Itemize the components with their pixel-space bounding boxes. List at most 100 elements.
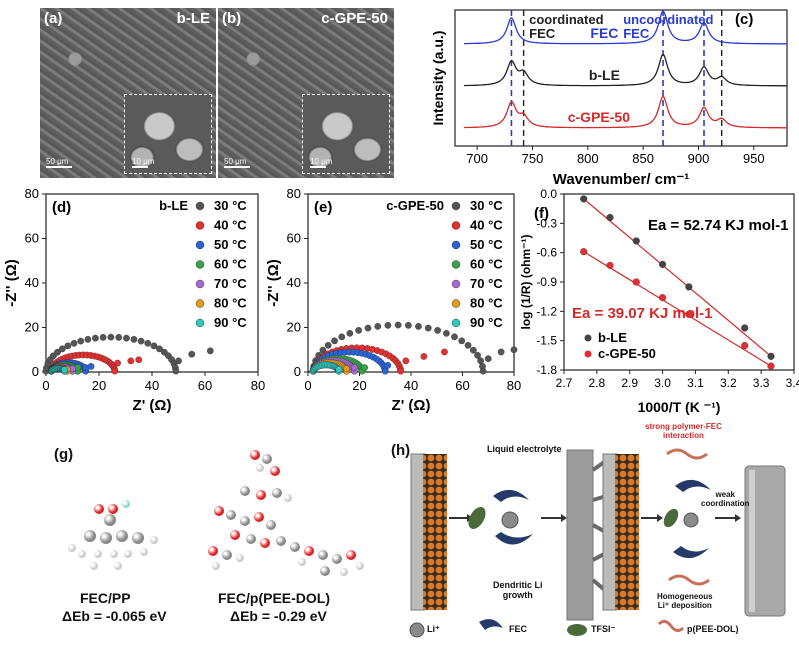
weak-coordination-label: weak coordination	[701, 490, 750, 508]
data-point-c-GPE-50	[767, 362, 775, 370]
legend-marker	[451, 260, 461, 269]
atom	[110, 550, 118, 558]
data-point-30C	[70, 339, 78, 347]
y-tick-label: 0	[294, 364, 301, 379]
legend-marker	[195, 318, 205, 328]
atom	[240, 516, 250, 526]
x-tick-label: 40	[145, 378, 159, 393]
data-point-30C	[374, 323, 382, 330]
legend-fec: FEC	[509, 624, 527, 634]
data-point-30C	[84, 336, 92, 343]
data-point-30C	[77, 337, 85, 345]
left-molecule-name: FEC/PP	[80, 590, 131, 606]
y-tick-label: -1.5	[536, 334, 557, 348]
x-tick-label: 900	[688, 151, 710, 166]
data-point-30C	[54, 348, 61, 356]
atom	[114, 562, 122, 570]
legend-label: 40 °C	[470, 218, 503, 233]
data-point-40C	[114, 359, 121, 367]
legend-tfsi: TFSI⁻	[591, 624, 616, 634]
atom	[124, 550, 132, 558]
ea-cgpe-label: Ea = 39.07 KJ mol-1	[572, 305, 713, 322]
right-molecule-name: FEC/p(PEE-DOL)	[218, 590, 330, 606]
x-tick-label: 2.7	[556, 376, 573, 390]
atom	[272, 488, 282, 498]
data-point-30C	[130, 336, 138, 343]
data-point-50C	[381, 367, 389, 375]
x-tick-label: 700	[466, 151, 488, 166]
panel-letter: (e)	[314, 199, 332, 216]
data-point-c-GPE-50	[741, 342, 749, 350]
atom	[266, 520, 276, 530]
x-tick-label: 40	[404, 378, 418, 393]
data-point-90C	[61, 366, 68, 374]
trace-label-cgpe: c-GPE-50	[568, 109, 630, 125]
y-tick-label: -1.2	[536, 304, 557, 318]
series-line-c-gpe-50	[463, 95, 787, 129]
legend-marker	[584, 350, 592, 358]
atom	[214, 506, 224, 516]
atom	[90, 562, 98, 570]
data-point-40C	[441, 348, 448, 356]
legend-label: 50 °C	[470, 237, 503, 252]
x-tick-label: 80	[507, 378, 521, 393]
sem-image-b: (b) c-GPE-50 50 μm 10 μm	[218, 8, 394, 178]
sample-label: b-LE	[159, 198, 188, 213]
y-tick-label: -0.3	[536, 216, 557, 230]
atom	[94, 550, 102, 558]
molecule-fec-ppeedol	[200, 450, 370, 590]
data-point-30C	[464, 341, 472, 349]
legend-label: 90 °C	[470, 315, 503, 330]
panel-letter-f: (f)	[534, 205, 549, 222]
data-point-b-LE	[632, 237, 640, 245]
y-axis-label: log (1/R) (ohm⁻¹)	[519, 235, 533, 330]
panel-letter-h: (h)	[391, 442, 411, 459]
x-tick-label: 3.4	[786, 376, 799, 390]
sem-inset-a	[124, 94, 212, 174]
scale-main-a: 50 μm	[46, 157, 69, 166]
data-point-70C	[351, 364, 358, 371]
data-point-30C	[137, 337, 145, 345]
y-tick-label: 60	[287, 231, 301, 246]
data-point-30C	[64, 342, 72, 350]
legend-marker	[584, 334, 592, 342]
data-point-40C	[397, 367, 405, 375]
ea-ble-label: Ea = 52.74 KJ mol-1	[648, 217, 789, 234]
eis-chart-ble: 0 20 40 60 80 0 20 40 60 80 Z' (Ω) -Z'' (Ω) 30 °C 40 …	[3, 186, 265, 414]
data-point-40C	[127, 357, 135, 365]
y-tick-label: 0	[32, 364, 39, 379]
atom	[116, 530, 128, 542]
data-point-30C	[346, 329, 354, 337]
sem-label-b: c-GPE-50	[321, 10, 388, 27]
atom	[256, 464, 264, 472]
sem-label-a: b-LE	[176, 10, 210, 27]
data-point-30C	[58, 345, 66, 353]
legend-marker	[195, 201, 205, 211]
fit-line	[583, 251, 772, 367]
data-point-b-LE	[659, 260, 667, 268]
x-tick-label: 60	[455, 378, 469, 393]
data-point-30C	[156, 345, 163, 353]
panel-letter-a: (a)	[44, 10, 63, 27]
data-point-b-LE	[606, 213, 614, 222]
atom	[256, 490, 266, 500]
data-point-30C	[384, 322, 392, 329]
legend-label: 80 °C	[214, 296, 247, 311]
atom	[332, 554, 342, 564]
x-tick-label: 20	[352, 378, 366, 393]
data-point-40C	[420, 353, 428, 360]
atom	[276, 536, 286, 546]
legend-label: 70 °C	[214, 276, 247, 291]
x-axis-label: 1000/T (K ⁻¹)	[638, 399, 721, 415]
x-axis-label: Z' (Ω)	[133, 397, 172, 414]
x-tick-label: 3.1	[687, 376, 704, 390]
x-axis-label: Z' (Ω)	[392, 397, 431, 414]
y-tick-label: 80	[287, 186, 301, 201]
legend-marker	[451, 201, 461, 211]
legend-label: 60 °C	[214, 257, 247, 272]
uncoordinated-annotation: uncoordinated	[623, 12, 713, 27]
data-point-30C	[188, 350, 196, 358]
atom	[318, 550, 328, 560]
x-axis-label: Wavenumber/ cm⁻¹	[553, 171, 690, 188]
legend-label: 40 °C	[214, 218, 247, 233]
